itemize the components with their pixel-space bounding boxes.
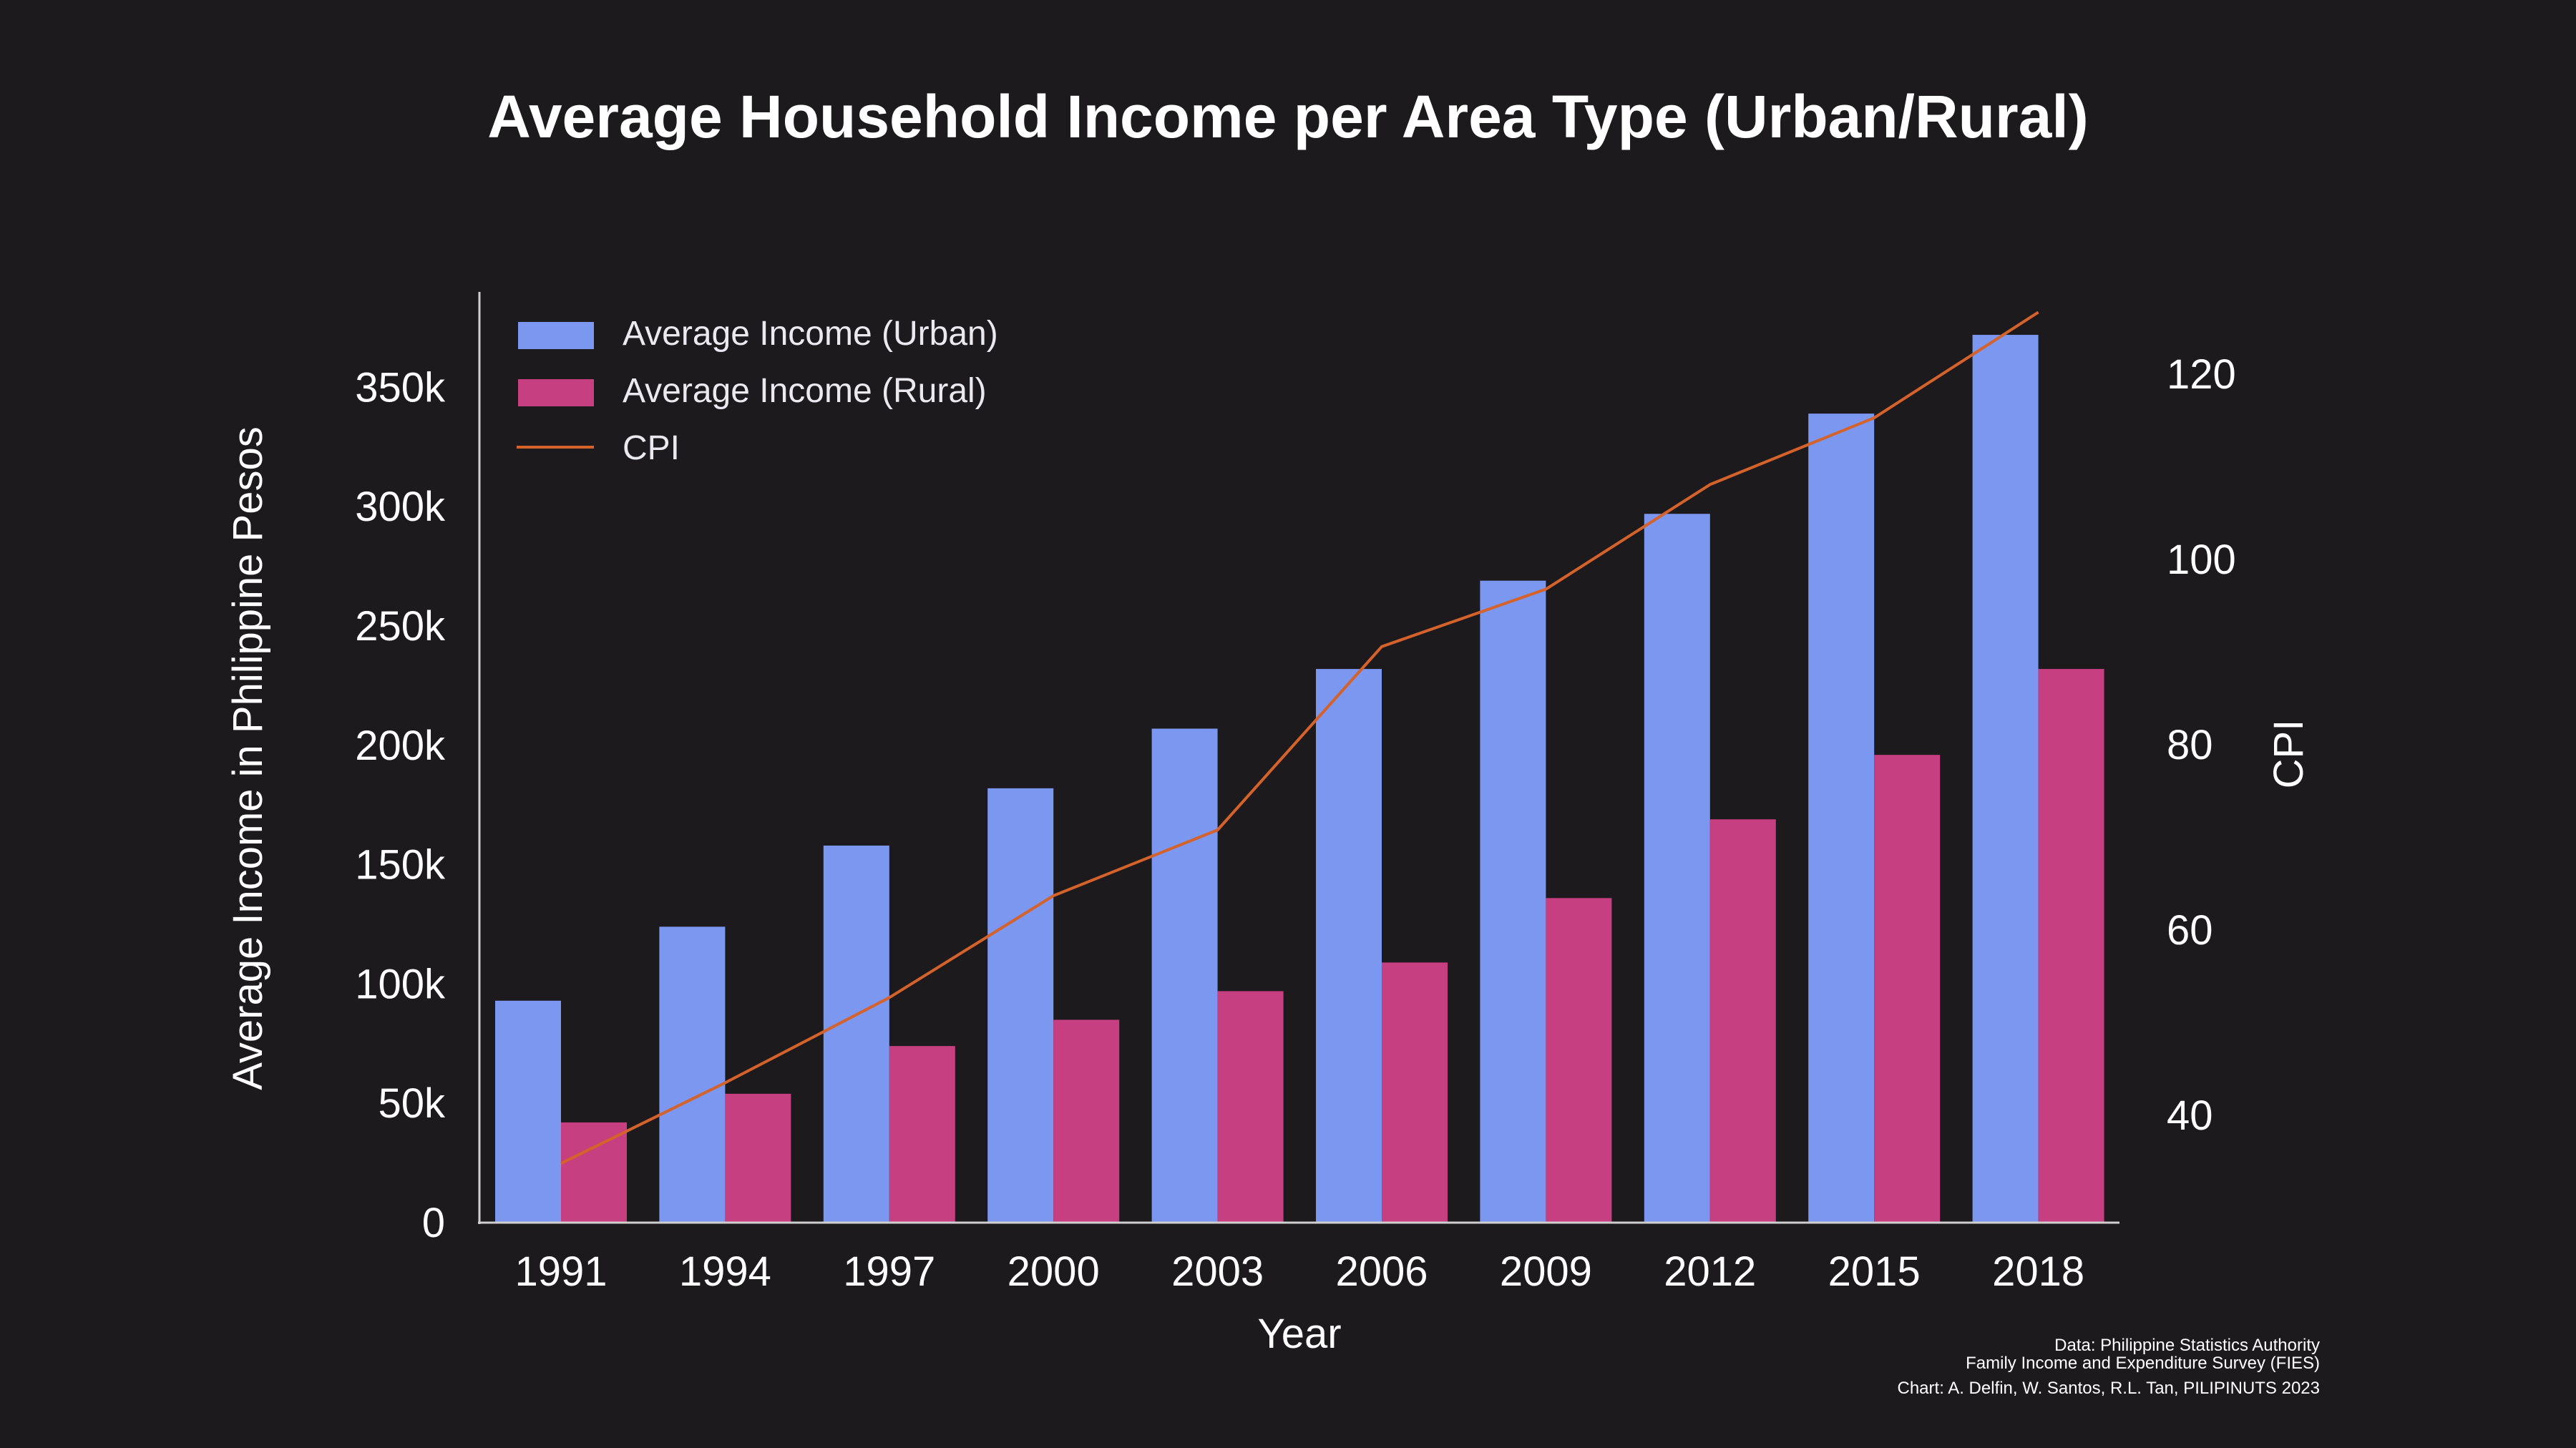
bar-urban-2015 [1808,414,1875,1223]
y-axis-title: Average Income in Philippine Pesos [225,426,271,1090]
y-tick-label: 150k [355,842,446,889]
y-tick-label: 0 [422,1200,445,1246]
y2-tick-label: 60 [2167,907,2213,954]
y-tick-label: 100k [355,961,446,1007]
bar-rural-1997 [889,1046,955,1223]
cpi-line [560,310,2039,1165]
bar-rural-2009 [1546,898,1612,1223]
x-tick-label: 2003 [1171,1248,1264,1295]
x-tick-label: 1991 [514,1248,607,1295]
y-tick-label: 50k [378,1080,446,1127]
bar-urban-1991 [495,1000,561,1223]
x-tick-label: 2018 [1992,1248,2084,1295]
bar-rural-2015 [1874,755,1941,1223]
bar-rural-2012 [1709,819,1776,1223]
credit-chart-authors: Chart: A. Delfin, W. Santos, R.L. Tan, P… [1898,1379,2321,1398]
bar-urban-2006 [1316,669,1382,1223]
y2-tick-label: 120 [2167,351,2236,398]
x-axis-ticks: 1991 1994 1997 2000 2003 2006 2009 2012 2015 2018 [514,1248,2084,1295]
x-tick-label: 2012 [1664,1248,1756,1295]
bar-rural-2000 [1053,1019,1120,1223]
bar-rural-2003 [1217,991,1284,1223]
y-tick-label: 350k [355,364,446,411]
legend-label-cpi: CPI [623,429,680,467]
bars-layer [495,335,2104,1223]
bar-urban-2018 [1972,335,2039,1223]
bar-urban-2012 [1644,514,1710,1223]
bar-urban-1994 [659,926,726,1223]
legend-swatch-urban [518,322,594,349]
bar-urban-2009 [1480,580,1546,1223]
y-tick-label: 200k [355,723,446,769]
credits: Data: Philippine Statistics Authority Fa… [1898,1336,2321,1398]
bar-rural-2018 [2038,669,2104,1223]
bar-urban-2003 [1151,728,1218,1223]
y-tick-label: 300k [355,484,446,530]
legend-label-rural: Average Income (Rural) [623,372,987,410]
y-axis-ticks: 0 50k 100k 150k 200k 250k 300k 350k [355,364,446,1246]
x-tick-label: 1997 [843,1248,935,1295]
bar-urban-1997 [823,845,889,1223]
x-tick-label: 2015 [1828,1248,1921,1295]
legend-label-urban: Average Income (Urban) [623,315,998,353]
bar-urban-2000 [987,788,1054,1223]
cpi-line-layer [560,310,2039,1165]
y2-axis-ticks: 40 60 80 100 120 [2167,351,2236,1139]
bar-rural-1991 [561,1122,627,1223]
credit-survey-name: Family Income and Expenditure Survey (FI… [1966,1354,2320,1373]
bar-rural-1994 [725,1093,791,1223]
credit-data-source: Data: Philippine Statistics Authority [2054,1336,2320,1355]
y-tick-label: 250k [355,603,446,650]
x-tick-label: 2006 [1335,1248,1428,1295]
legend-swatch-rural [518,379,594,406]
x-tick-label: 2000 [1008,1248,1100,1295]
y2-tick-label: 80 [2167,722,2213,768]
y2-tick-label: 40 [2167,1092,2213,1139]
y2-axis-title: CPI [2265,720,2312,789]
bar-rural-2006 [1382,962,1448,1223]
y2-tick-label: 100 [2167,537,2236,583]
x-tick-label: 2009 [1500,1248,1592,1295]
chart-title: Average Household Income per Area Type (… [487,83,2088,150]
x-axis-title: Year [1257,1311,1341,1357]
legend: Average Income (Urban) Average Income (R… [517,315,998,467]
x-tick-label: 1994 [679,1248,771,1295]
